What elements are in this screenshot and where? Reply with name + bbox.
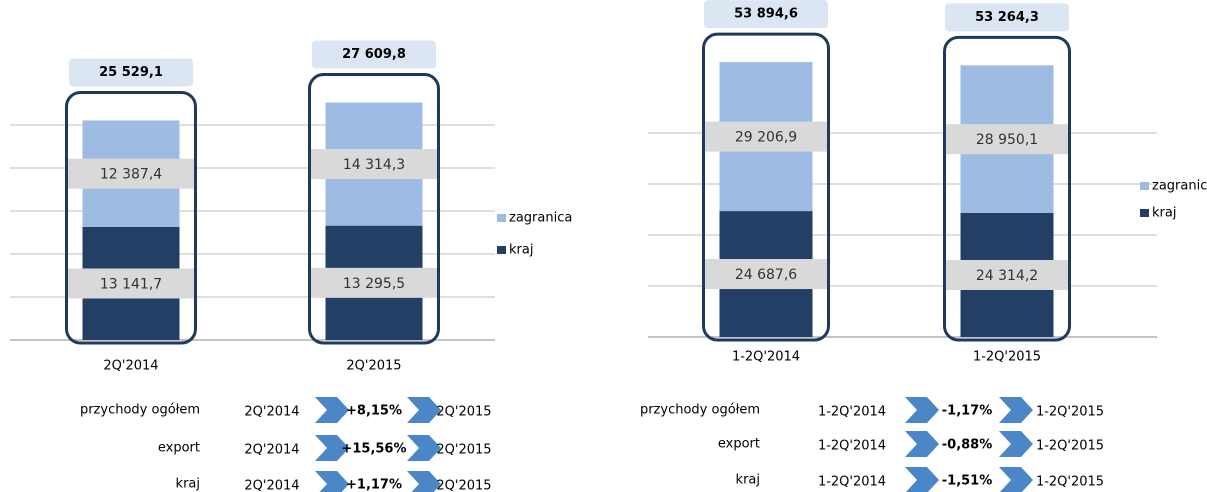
data-label-box [311, 267, 437, 298]
bar-outline [65, 90, 197, 345]
comparison-change: +15,56% [341, 442, 406, 457]
comparison-change: +8,15% [346, 404, 402, 419]
arrow [905, 397, 939, 423]
bar-outline [702, 32, 830, 342]
comparison-from: 1-2Q'2014 [818, 475, 886, 490]
legend-swatch [497, 246, 506, 254]
total-box [312, 40, 436, 69]
total-label: 53 264,3 [975, 10, 1039, 25]
legend-swatch [497, 214, 506, 222]
comparison-to: 1-2Q'2015 [1036, 475, 1104, 490]
comparison-change: -1,17% [942, 404, 993, 419]
bar-outline [943, 35, 1071, 342]
data-label-box [68, 268, 194, 299]
x-tick-label: 1-2Q'2014 [732, 350, 800, 365]
data-label: 29 206,9 [735, 130, 797, 146]
data-label: 28 950,1 [976, 132, 1038, 148]
legend-swatch [1140, 182, 1149, 190]
total-box [945, 3, 1069, 32]
x-tick-label: 1-2Q'2015 [973, 350, 1041, 365]
data-label-box [311, 149, 437, 180]
legend-swatch [1140, 209, 1149, 217]
comparison-from: 1-2Q'2014 [818, 439, 886, 454]
data-label-box [703, 259, 829, 290]
total-label: 53 894,6 [734, 7, 798, 22]
legend-label: kraj [1152, 206, 1176, 221]
arrow [999, 397, 1033, 423]
comparison-name: export [718, 437, 760, 452]
comparison-to: 2Q'2015 [436, 443, 491, 458]
arrow [315, 397, 349, 423]
comparison-from: 2Q'2014 [244, 443, 299, 458]
comparison-from: 2Q'2014 [244, 405, 299, 420]
data-label: 14 314,3 [343, 157, 405, 173]
comparison-from: 1-2Q'2014 [818, 405, 886, 420]
comparison-name: kraj [736, 473, 760, 488]
comparison-name: przychody ogółem [640, 403, 760, 418]
comparison-to: 1-2Q'2015 [1036, 405, 1104, 420]
legend-label: zagranica [509, 211, 572, 226]
x-tick-label: 2Q'2015 [346, 359, 401, 374]
arrow [407, 435, 441, 461]
total-label: 27 609,8 [342, 47, 406, 62]
arrow [999, 467, 1033, 492]
comparison-change: -1,51% [942, 474, 993, 489]
arrow [407, 471, 441, 492]
legend-label: kraj [509, 243, 533, 258]
legend-label: zagranica [1152, 179, 1207, 194]
data-label-box [944, 124, 1070, 155]
comparison-name: kraj [176, 477, 200, 492]
bar-outline [308, 73, 440, 345]
arrow [905, 467, 939, 492]
arrow [315, 471, 349, 492]
arrow [407, 397, 441, 423]
arrow [905, 431, 939, 457]
total-box [704, 0, 828, 29]
data-label: 13 295,5 [343, 276, 405, 292]
data-label: 13 141,7 [100, 276, 162, 292]
comparison-from: 2Q'2014 [244, 479, 299, 492]
data-label: 24 314,2 [976, 268, 1038, 284]
comparison-name: przychody ogółem [80, 403, 200, 418]
comparison-name: export [158, 441, 200, 456]
data-label: 24 687,6 [735, 267, 797, 283]
comparison-to: 2Q'2015 [436, 405, 491, 420]
data-label: 12 387,4 [100, 167, 162, 183]
comparison-change: +1,17% [346, 478, 402, 492]
comparison-change: -0,88% [942, 438, 993, 453]
x-tick-label: 2Q'2014 [103, 359, 158, 374]
total-label: 25 529,1 [99, 65, 163, 80]
comparison-to: 2Q'2015 [436, 479, 491, 492]
comparison-to: 1-2Q'2015 [1036, 439, 1104, 454]
data-label-box [944, 259, 1070, 290]
data-label-box [703, 121, 829, 152]
arrow [315, 435, 349, 461]
total-box [69, 58, 193, 87]
data-label-box [68, 158, 194, 189]
arrow [999, 431, 1033, 457]
